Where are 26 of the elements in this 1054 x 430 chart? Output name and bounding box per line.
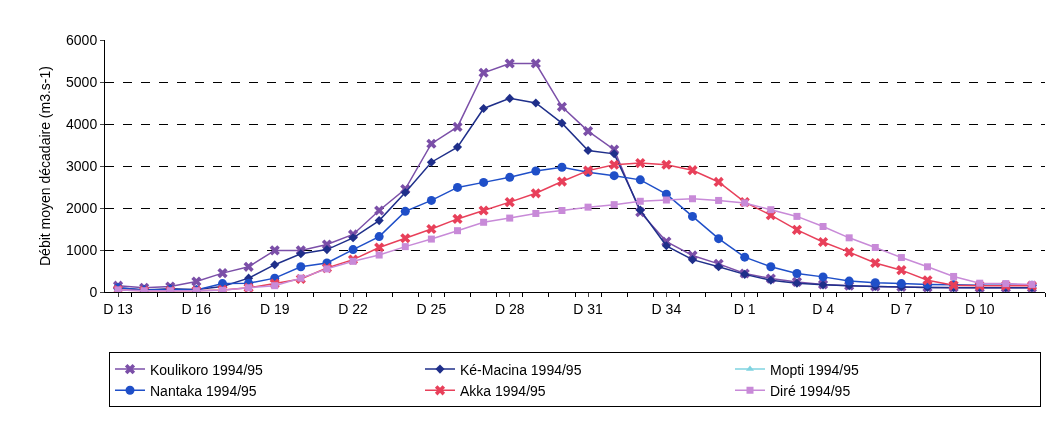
y-tick-label: 2000 [66,199,98,216]
x-tick-label: D 10 [964,300,995,317]
x-tick-label: D 31 [573,300,604,317]
legend-label: Nantaka 1994/95 [150,382,257,399]
y-axis-title: Débit moyen décadaire (m3.s-1) [36,66,53,266]
x-tick-label: D 13 [103,300,134,317]
legend-label: Koulikoro 1994/95 [150,361,264,378]
x-tick-label: D 19 [259,300,290,317]
y-tick-label: 5000 [66,73,98,90]
x-tick-label: D 1 [733,300,756,317]
legend-label: Ké-Macina 1994/95 [460,361,582,378]
y-tick-label: 4000 [66,115,98,132]
legend-label: Akka 1994/95 [460,382,546,399]
x-tick-label: D 28 [494,300,525,317]
y-tick-label: 0 [89,283,98,300]
y-tick-label: 6000 [66,31,98,48]
x-tick-label: D 4 [812,300,835,317]
x-tick-label: D 7 [890,300,913,317]
x-tick-label: D 25 [416,300,447,317]
legend-label: Diré 1994/95 [770,382,851,399]
y-tick-label: 3000 [66,157,98,174]
x-tick-label: D 16 [181,300,212,317]
x-tick-label: D 22 [338,300,369,317]
legend-label: Mopti 1994/95 [770,361,859,378]
y-tick-label: 1000 [66,241,98,258]
x-tick-label: D 34 [651,300,682,317]
